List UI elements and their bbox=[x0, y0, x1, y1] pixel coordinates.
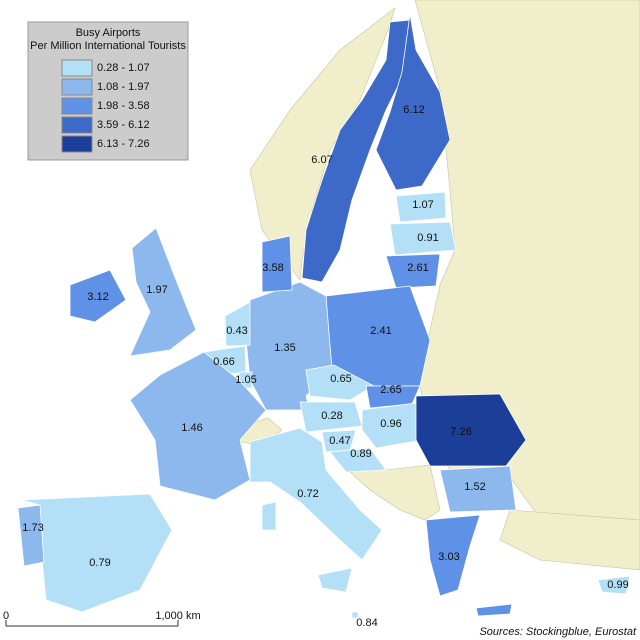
value-label: 3.03 bbox=[438, 551, 459, 563]
value-label: 1.05 bbox=[235, 374, 256, 386]
value-label: 7.26 bbox=[450, 426, 471, 438]
value-label: 0.91 bbox=[417, 232, 438, 244]
country bbox=[129, 227, 197, 357]
country bbox=[249, 427, 383, 561]
legend-box bbox=[27, 21, 189, 161]
island bbox=[261, 501, 277, 531]
island bbox=[317, 567, 353, 593]
source: Sources: Stockingblue, Eurostat bbox=[479, 626, 636, 638]
value-label: 0.96 bbox=[380, 418, 401, 430]
country bbox=[597, 575, 631, 595]
land bbox=[499, 509, 640, 571]
value-label: 1.73 bbox=[22, 522, 43, 534]
value-label: 0.99 bbox=[607, 579, 628, 591]
country bbox=[17, 504, 45, 567]
land bbox=[349, 464, 441, 521]
value-label: 0.89 bbox=[350, 448, 371, 460]
country bbox=[361, 402, 423, 449]
value-label: 1.35 bbox=[274, 342, 295, 354]
legend-swatch bbox=[61, 135, 93, 153]
value-label: 3.58 bbox=[262, 262, 283, 274]
country bbox=[375, 13, 451, 191]
country bbox=[385, 253, 441, 289]
value-label: 2.65 bbox=[380, 384, 401, 396]
value-label: 0.65 bbox=[330, 373, 351, 385]
value-label: 0.66 bbox=[213, 356, 234, 368]
legend-label: 3.59 - 6.12 bbox=[97, 119, 150, 131]
scale-label: 1,000 km bbox=[155, 610, 200, 622]
legend-swatch bbox=[61, 59, 93, 77]
legend-title: Busy Airports bbox=[76, 27, 141, 39]
value-label: 0.47 bbox=[329, 435, 350, 447]
legend-swatch bbox=[61, 116, 93, 134]
legend-label: 1.08 - 1.97 bbox=[97, 81, 150, 93]
value-label: 6.07 bbox=[311, 154, 332, 166]
island bbox=[475, 603, 513, 617]
value-label: 1.07 bbox=[412, 199, 433, 211]
country bbox=[389, 221, 457, 256]
value-label: 2.41 bbox=[370, 325, 391, 337]
country bbox=[305, 364, 375, 401]
legend-swatch bbox=[61, 97, 93, 115]
country bbox=[261, 235, 293, 293]
scale-label: 0 bbox=[3, 610, 9, 622]
country bbox=[351, 611, 359, 619]
legend-swatch bbox=[61, 78, 93, 96]
value-label: 1.97 bbox=[146, 284, 167, 296]
value-label: 2.61 bbox=[407, 262, 428, 274]
country bbox=[395, 191, 447, 223]
value-label: 0.43 bbox=[226, 325, 247, 337]
country bbox=[425, 514, 481, 597]
value-label: 3.12 bbox=[87, 291, 108, 303]
value-label: 0.28 bbox=[321, 410, 342, 422]
value-label: 6.12 bbox=[403, 104, 424, 116]
value-label: 1.52 bbox=[464, 481, 485, 493]
country bbox=[439, 465, 517, 513]
value-label: 0.72 bbox=[297, 488, 318, 500]
legend-label: 0.28 - 1.07 bbox=[97, 62, 150, 74]
country bbox=[329, 447, 387, 473]
legend-label: 1.98 - 3.58 bbox=[97, 100, 150, 112]
country bbox=[69, 269, 127, 323]
value-label: 1.46 bbox=[181, 422, 202, 434]
country bbox=[224, 301, 251, 347]
value-label: 0.84 bbox=[356, 617, 377, 629]
value-label: 0.79 bbox=[89, 557, 110, 569]
legend-title: Per Million International Tourists bbox=[30, 40, 186, 52]
legend-label: 6.13 - 7.26 bbox=[97, 138, 150, 150]
